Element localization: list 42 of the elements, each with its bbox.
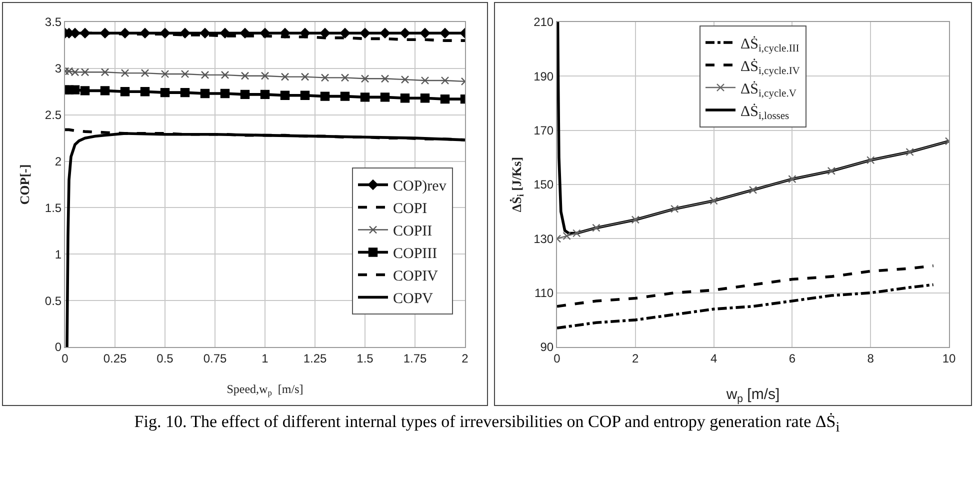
- y-tick-label: 2: [54, 154, 62, 168]
- legend-label: ΔṠ$_{i,cycle.IV}$: [740, 58, 800, 77]
- y-tick-label: 1.5: [44, 200, 62, 215]
- x-tick-label: 0.25: [103, 351, 127, 366]
- x-tick-label: 2: [632, 351, 640, 366]
- legend-label: ΔṠ$_{i,losses}$: [740, 102, 790, 122]
- x-tick-label: 0.5: [156, 351, 174, 366]
- x-tick-label: 1.5: [356, 351, 374, 366]
- legend-label: COPI: [393, 201, 428, 218]
- y-tick-label: 210: [534, 15, 554, 30]
- legend-label: COP)rev: [393, 178, 447, 195]
- x-tick-label: 1.75: [403, 351, 427, 366]
- legend-label: COPV: [393, 291, 434, 308]
- x-axis-title: w$_{p}$ [m/s]: [725, 386, 780, 405]
- y-tick-label: 90: [540, 340, 554, 354]
- y-tick-label: 130: [534, 232, 554, 246]
- y-tick-label: 150: [534, 178, 554, 192]
- x-tick-label: 4: [710, 351, 718, 366]
- y-tick-label: 2.5: [44, 108, 62, 122]
- legend-label: ΔṠ$_{i,cycle.V}$: [740, 80, 797, 100]
- legend-label: COPIII: [393, 246, 438, 262]
- x-tick-label: 1.25: [303, 351, 327, 366]
- x-tick-label: 2: [462, 351, 469, 366]
- x-tick-label: 10: [942, 351, 956, 366]
- y-tick-label: 190: [534, 69, 554, 84]
- y-tick-label: 170: [534, 124, 554, 138]
- legend-label: COPII: [393, 224, 432, 240]
- y-axis-title: COP[-]: [17, 164, 32, 205]
- legend-label: ΔṠ$_{i,cycle.III}$: [740, 35, 800, 54]
- x-tick-label: 8: [867, 351, 874, 366]
- x-tick-label: 1: [262, 351, 269, 366]
- y-tick-label: 1: [54, 247, 62, 262]
- y-tick-label: 3.5: [44, 15, 62, 30]
- y-tick-label: 110: [534, 286, 554, 300]
- x-tick-label: 0.75: [203, 351, 227, 366]
- y-tick-label: 0.5: [44, 294, 62, 308]
- caption: Fig. 10. The effect of different internal types of irreversibilities on COP and entropy generation rate ΔṠ$_{i}$: [133, 411, 841, 438]
- x-tick-label: 6: [788, 351, 796, 366]
- y-tick-label: 0: [54, 340, 62, 354]
- y-tick-label: 3: [54, 62, 62, 76]
- legend-label: COPIV: [393, 268, 438, 285]
- x-axis-title: Speed,w$_{p}$ [m/s]: [226, 382, 304, 398]
